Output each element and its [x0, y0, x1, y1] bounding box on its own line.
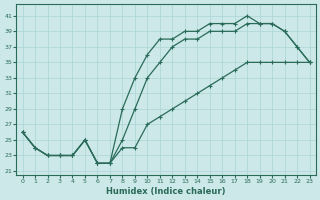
X-axis label: Humidex (Indice chaleur): Humidex (Indice chaleur)	[106, 187, 226, 196]
